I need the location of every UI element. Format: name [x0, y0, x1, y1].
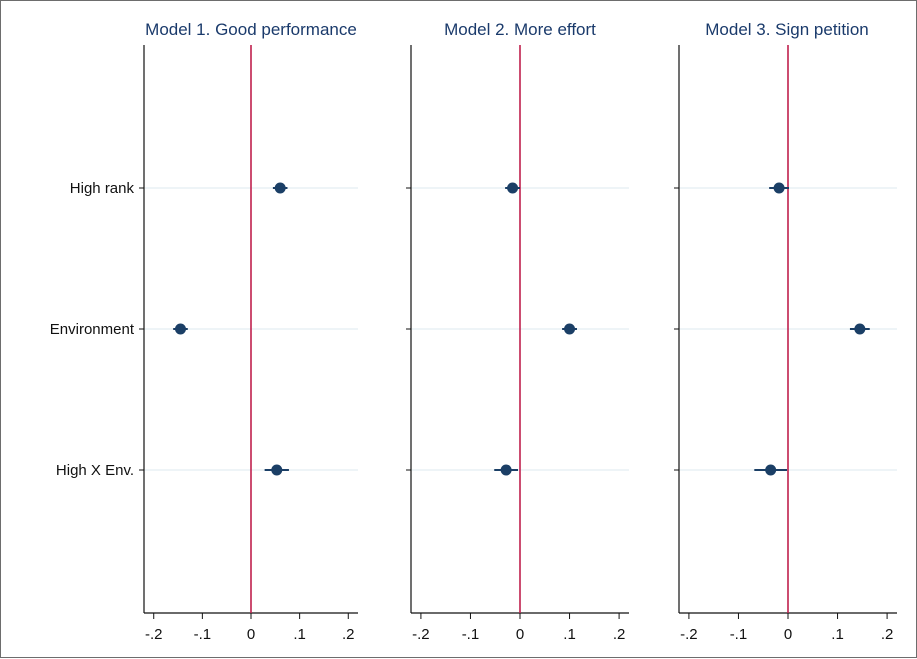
panel-2-x-tick-label-5: .2	[613, 626, 626, 643]
panel-1-x-tick-label-3: 0	[247, 626, 255, 643]
panel-2-title: Model 2. More effort	[444, 20, 596, 39]
panel-1-title: Model 1. Good performance	[145, 20, 357, 39]
panel-1-point-3	[271, 464, 283, 476]
panel-2-x-tick-label-1: -.2	[412, 626, 430, 643]
panel-3-title: Model 3. Sign petition	[705, 20, 869, 39]
panel-2-point-1	[507, 182, 519, 194]
panel-3-x-tick-label-5: .2	[881, 626, 894, 643]
y-label-environment: Environment	[50, 321, 135, 338]
panel-2-x-tick-label-4: .1	[563, 626, 576, 643]
panel-1-x-tick-label-1: -.2	[145, 626, 163, 643]
y-label-high-x-env: High X Env.	[56, 462, 134, 479]
panel-2-x-tick-label-2: -.1	[462, 626, 480, 643]
panel-3-x-tick-label-2: -.1	[730, 626, 748, 643]
panel-1-x-tick-label-4: .1	[293, 626, 306, 643]
panel-1-point-2	[174, 323, 186, 335]
panel-3-x-tick-label-3: 0	[784, 626, 792, 643]
panel-3-x-tick-label-4: .1	[831, 626, 844, 643]
panel-2-point-2	[564, 323, 576, 335]
panel-1-point-1	[274, 182, 286, 194]
panel-3-point-1	[773, 182, 785, 194]
panel-3-point-3	[765, 464, 777, 476]
panel-2-x-tick-label-3: 0	[516, 626, 524, 643]
panel-1-x-tick-label-2: -.1	[194, 626, 212, 643]
panel-3-point-2	[854, 323, 866, 335]
panel-2-point-3	[500, 464, 512, 476]
y-label-high-rank: High rank	[70, 180, 135, 197]
panel-3-x-tick-label-1: -.2	[680, 626, 698, 643]
panel-1-x-tick-label-5: .2	[342, 626, 355, 643]
